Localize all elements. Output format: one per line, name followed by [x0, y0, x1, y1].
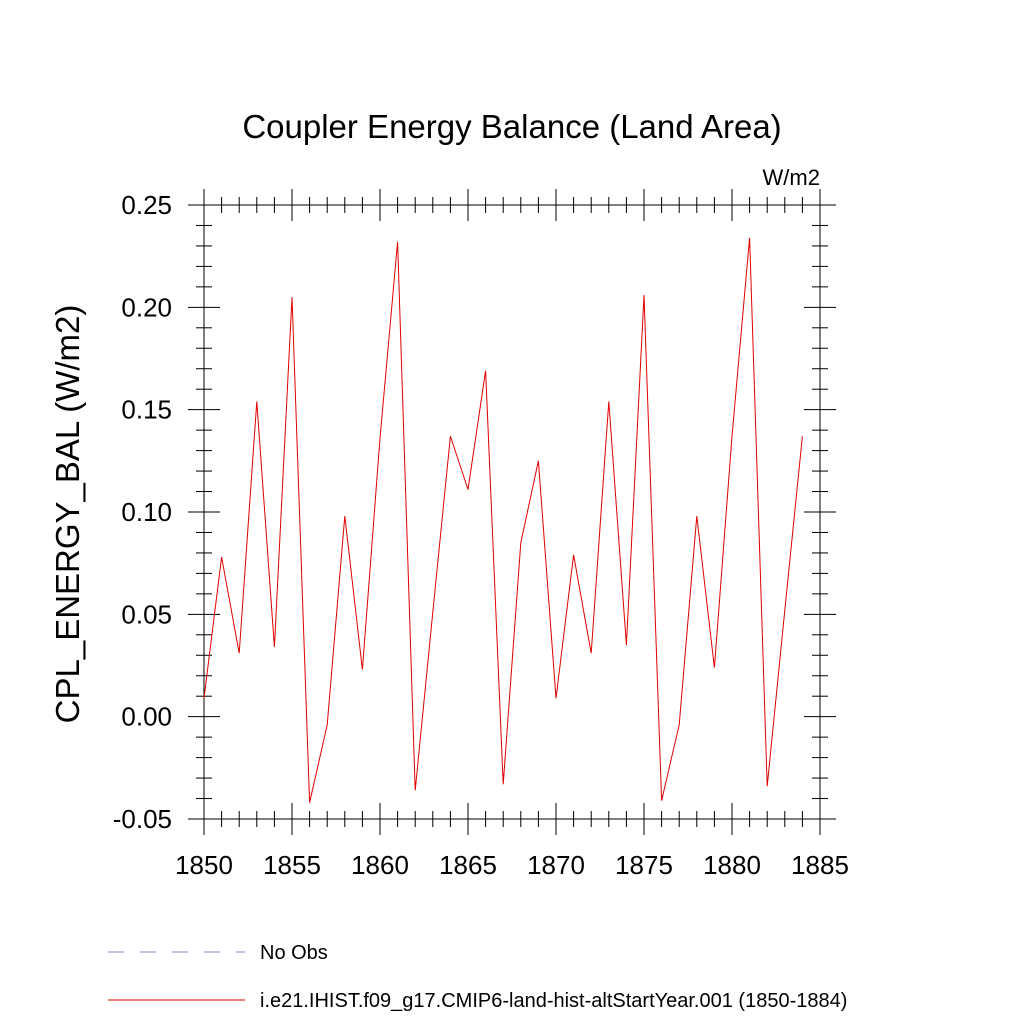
x-tick-label: 1875: [615, 850, 673, 880]
chart-title: Coupler Energy Balance (Land Area): [242, 108, 781, 145]
x-tick-label: 1855: [263, 850, 321, 880]
x-tick-label: 1860: [351, 850, 409, 880]
y-tick-label: -0.05: [113, 804, 172, 834]
y-axis-label: CPL_ENERGY_BAL (W/m2): [49, 305, 86, 724]
x-tick-label: 1870: [527, 850, 585, 880]
x-tick-label: 1865: [439, 850, 497, 880]
series-layer: [203, 237, 803, 803]
y-tick-label: 0.00: [121, 702, 172, 732]
legend-label-model: i.e21.IHIST.f09_g17.CMIP6-land-hist-altS…: [260, 990, 847, 1012]
axis-ticks: [188, 189, 836, 835]
y-tick-label: 0.15: [121, 395, 172, 425]
units-label: W/m2: [763, 165, 820, 190]
x-tick-label: 1885: [791, 850, 849, 880]
plot-frame: [203, 204, 821, 820]
y-tick-label: 0.20: [121, 292, 172, 322]
y-tick-label: 0.10: [121, 497, 172, 527]
x-tick-label: 1850: [175, 850, 233, 880]
legend-label-no-obs: No Obs: [260, 942, 328, 964]
x-tick-label: 1880: [703, 850, 761, 880]
series-line-0: [203, 237, 803, 803]
x-tick-labels: 1850 1855 1860 1865 1870 1875 1880 1885: [175, 850, 849, 880]
y-tick-labels: -0.05 0.00 0.05 0.10 0.15 0.20 0.25: [113, 190, 172, 834]
y-tick-label: 0.25: [121, 190, 172, 220]
y-tick-label: 0.05: [121, 599, 172, 629]
legend: No Obs i.e21.IHIST.f09_g17.CMIP6-land-hi…: [108, 942, 847, 1012]
